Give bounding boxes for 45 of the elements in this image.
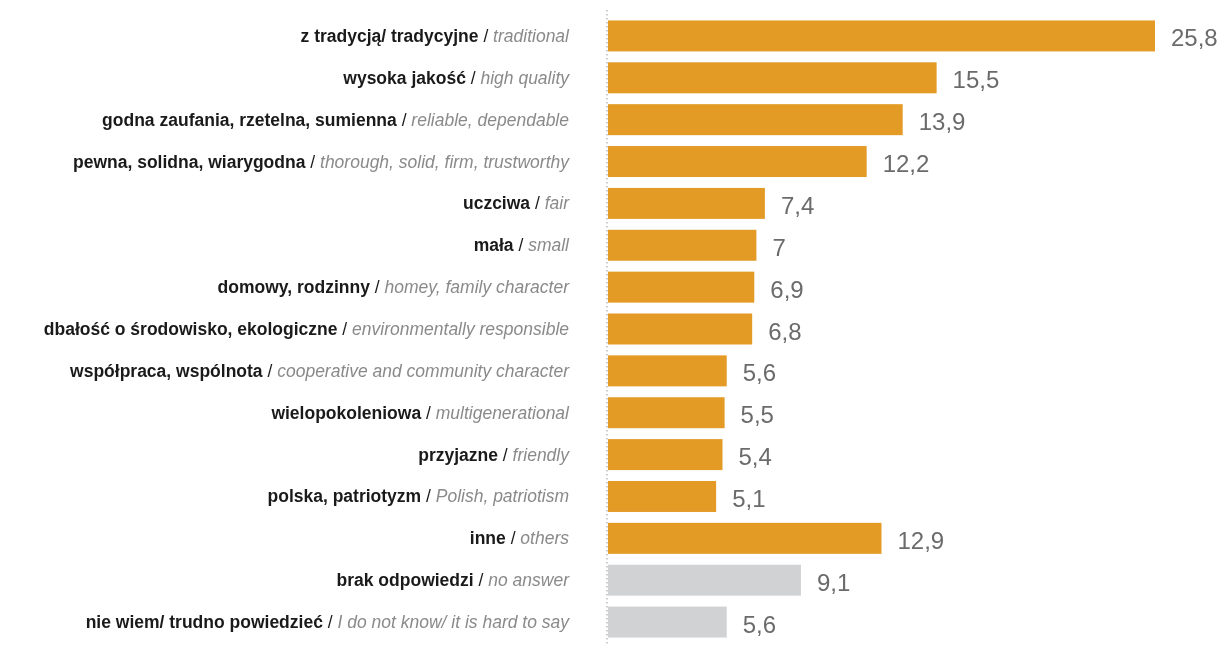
data-label: 7,4 <box>780 191 815 219</box>
data-label: 7 <box>772 233 786 261</box>
data-label: 5,5 <box>740 401 774 429</box>
bar <box>608 480 717 512</box>
y-tick-label: z tradycją/ tradycyjne / traditional <box>300 25 571 46</box>
y-tick-label: uczciwa / fair <box>462 193 571 214</box>
bar <box>608 439 723 471</box>
y-tick-label: godna zaufania, rzetelna, sumienna / reliable, dependable <box>102 109 570 130</box>
bar <box>608 522 882 554</box>
bar <box>608 187 765 219</box>
data-label: 5,6 <box>742 359 777 387</box>
bar <box>608 271 755 303</box>
bar <box>608 397 725 429</box>
data-label: 5,4 <box>738 443 772 471</box>
y-tick-label: dbałość o środowisko, ekologiczne / environmentally responsible <box>43 319 570 339</box>
bar <box>608 606 727 638</box>
data-label: 6,9 <box>770 275 804 303</box>
y-tick-label: mała / small <box>473 235 571 256</box>
data-label: 15,5 <box>952 66 1000 94</box>
data-label: 5,1 <box>732 484 766 512</box>
data-label: 6,8 <box>768 317 802 345</box>
y-tick-label: wielopokoleniowa / multigenerational <box>270 402 571 423</box>
data-label: 25,8 <box>1171 24 1218 52</box>
bar <box>608 564 801 596</box>
data-label: 13,9 <box>918 108 966 136</box>
data-label: 12,9 <box>897 526 945 554</box>
bar <box>608 355 727 387</box>
y-tick-label: domowy, rodzinny / homey, family character <box>217 277 571 298</box>
data-label: 12,2 <box>882 150 930 178</box>
bar <box>608 62 937 94</box>
y-tick-label: inne / others <box>469 528 570 549</box>
y-tick-label: nie wiem/ trudno powiedzieć / I do not know/ it is hard to say <box>85 612 571 633</box>
y-tick-label: wysoka jakość / high quality <box>342 67 571 88</box>
bar <box>608 313 753 345</box>
y-tick-label: przyjazne / friendly <box>418 444 571 465</box>
bar <box>608 20 1155 52</box>
data-label: 9,1 <box>816 568 851 596</box>
bar <box>608 146 867 178</box>
bar <box>608 104 903 136</box>
y-tick-label: współpraca, wspólnota / cooperative and community character <box>69 360 571 381</box>
bar <box>608 229 757 261</box>
y-tick-label: polska, patriotyzm / Polish, patriotism <box>267 486 569 507</box>
y-tick-label: brak odpowiedzi / no answer <box>336 570 571 591</box>
data-label: 5,6 <box>742 610 777 638</box>
y-tick-label: pewna, solidna, wiarygodna / thorough, solid, firm, trustworthy <box>73 151 571 172</box>
